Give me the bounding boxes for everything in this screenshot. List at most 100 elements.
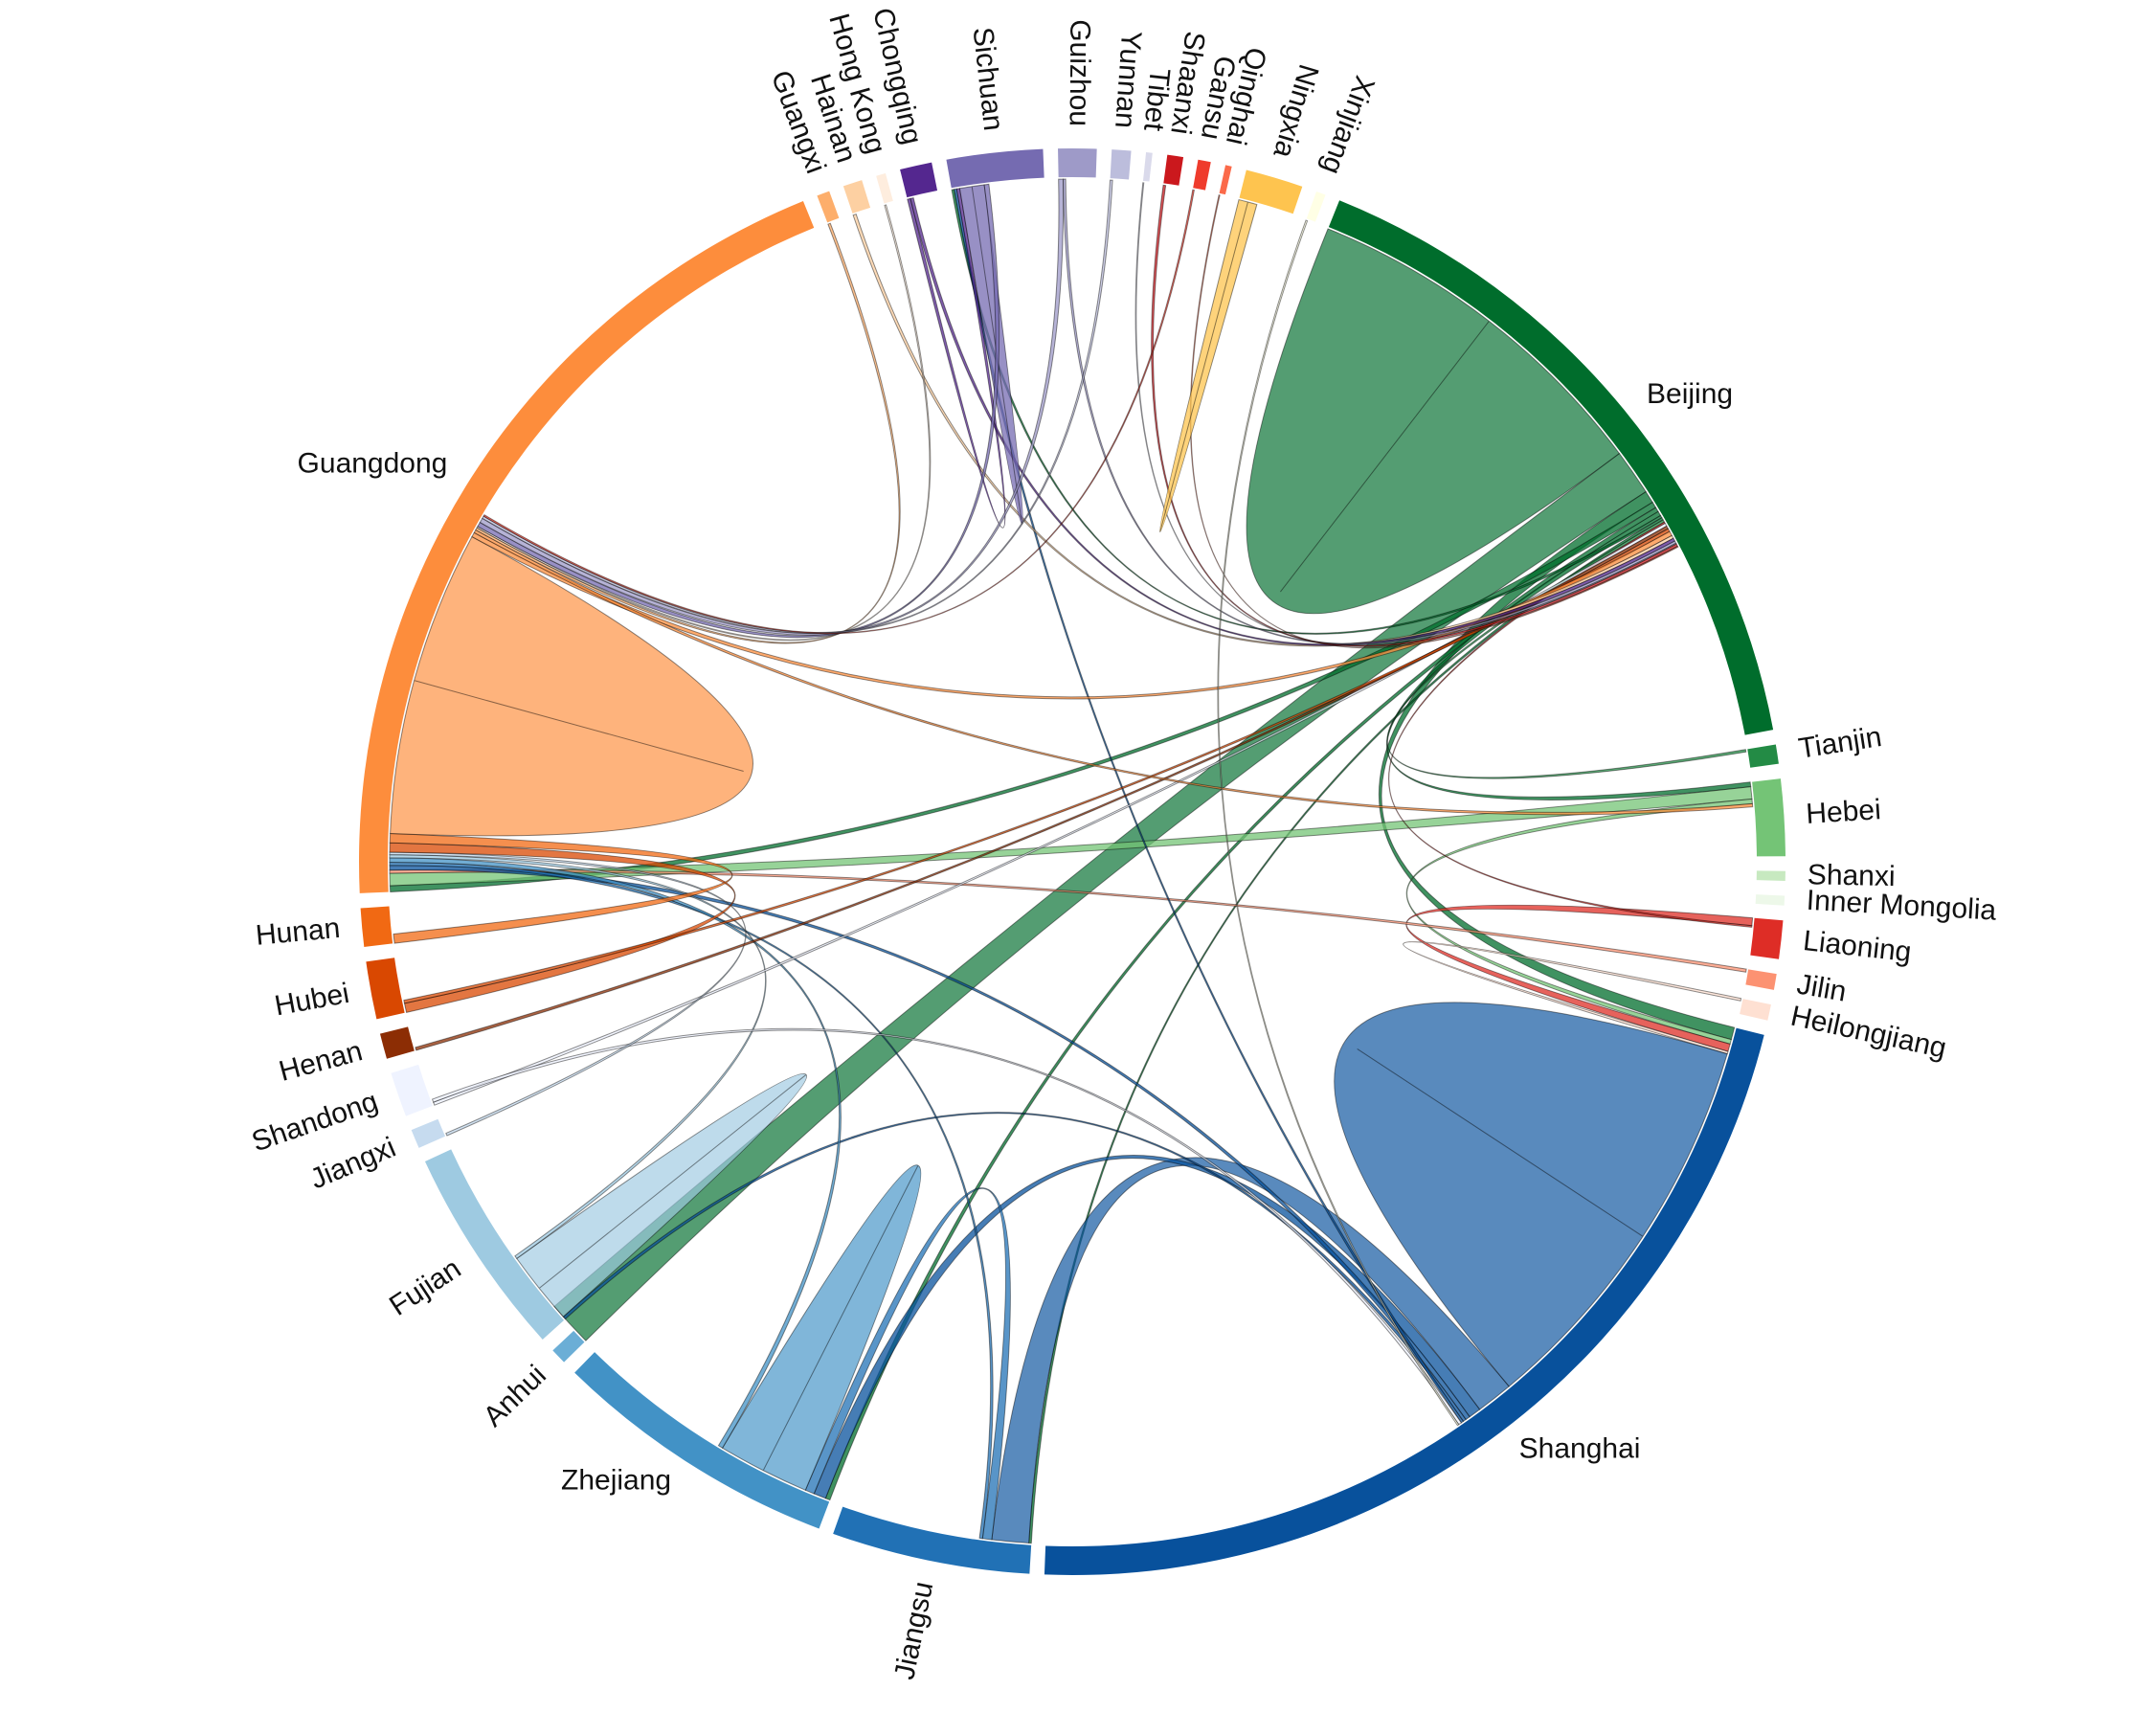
ribbon-liaoning-shanghai — [1405, 904, 1754, 1052]
arc-chongqing — [900, 162, 938, 198]
ribbon-zhejiang-guangdong — [389, 857, 842, 1449]
ribbon-hebei-shanghai — [1405, 798, 1753, 1045]
ribbon-chongqing-beijing — [910, 196, 1676, 646]
label-liaoning: Liaoning — [1802, 925, 1913, 968]
ribbon-guizhou-beijing — [1063, 178, 1677, 645]
arc-shanghai — [1044, 1027, 1764, 1575]
ribbon-hong-kong-guangdong — [476, 204, 932, 642]
arc-tibet — [1142, 151, 1153, 182]
ribbon-jiangsu-guangdong — [389, 862, 994, 1540]
ribbon-hebei-guangdong — [389, 786, 1753, 887]
ribbon-hunan-guangdong — [389, 833, 733, 944]
label-inner-mongolia: Inner Mongolia — [1806, 885, 1997, 927]
label-jiangxi: Jiangxi — [305, 1132, 400, 1196]
label-shanghai: Shanghai — [1519, 1432, 1641, 1464]
ribbon-layer — [389, 178, 1754, 1544]
ribbon-sichuan-sichuan — [958, 184, 1023, 525]
ribbon-shanghai-fujian — [562, 1112, 1467, 1423]
arc-xinjiang — [1306, 192, 1326, 222]
ribbon-guangxi-guangdong — [475, 222, 901, 644]
ribbon-yunnan-guangdong — [482, 179, 1113, 634]
arc-shanxi — [1756, 870, 1785, 881]
arc-hainan — [842, 180, 871, 214]
ribbon-shanghai-guangdong — [389, 865, 1471, 1421]
arc-henan — [379, 1026, 415, 1059]
label-yunnan: Yunnan — [1109, 30, 1147, 129]
ribbon-beijing-jiangsu — [1028, 516, 1664, 1544]
ribbon-jiangxi-guangdong — [389, 851, 747, 1137]
arc-heilongjiang — [1740, 999, 1771, 1021]
arc-yunnan — [1110, 149, 1132, 180]
label-anhui: Anhui — [478, 1359, 552, 1432]
label-guizhou: Guizhou — [1064, 19, 1096, 126]
ribbon-shanghai-zhejiang — [813, 1155, 1481, 1499]
label-zhejiang: Zhejiang — [561, 1464, 671, 1496]
arc-tianjin — [1747, 744, 1779, 768]
ribbon-guangdong-hebei — [473, 529, 1754, 816]
ribbon-shanghai-sichuan — [954, 188, 1465, 1424]
label-hunan: Hunan — [255, 913, 342, 952]
ribbon-zhejiang-zhejiang — [721, 1164, 922, 1491]
arc-hong-kong — [876, 172, 893, 204]
label-guangdong: Guangdong — [298, 448, 448, 480]
ribbon-shanghai-jiangsu — [991, 1157, 1510, 1544]
label-heilongjiang: Heilongjiang — [1788, 1001, 1949, 1065]
ribbon-henan-beijing — [415, 525, 1670, 1051]
label-sichuan: Sichuan — [967, 26, 1010, 132]
label-hubei: Hubei — [272, 978, 351, 1023]
ribbon-shandong-beijing — [433, 522, 1668, 1106]
arc-shandong — [391, 1064, 433, 1116]
arc-jiangsu — [833, 1506, 1032, 1574]
arc-gansu — [1193, 159, 1211, 191]
arc-sichuan — [946, 148, 1044, 189]
ribbon-xinjiang-shanghai — [1217, 219, 1460, 1427]
label-shanxi: Shanxi — [1808, 859, 1896, 892]
ribbon-fujian-fujian — [516, 1072, 807, 1318]
ribbon-tianjin-beijing — [1386, 519, 1747, 779]
ribbon-chongqing-sichuan — [907, 188, 1006, 529]
arc-hebei — [1752, 778, 1785, 857]
arc-hunan — [360, 906, 393, 947]
arc-hubei — [366, 958, 405, 1020]
ribbon-fujian-guangdong — [389, 854, 767, 1260]
ribbon-ningxia-ningxia — [1159, 198, 1258, 532]
arc-ningxia — [1239, 169, 1303, 214]
label-henan: Henan — [276, 1035, 366, 1088]
arc-shaanxi — [1163, 154, 1184, 186]
arc-inner-mongolia — [1755, 894, 1785, 906]
arc-zhejiang — [574, 1352, 830, 1529]
arc-fujian — [424, 1149, 565, 1340]
arc-guangxi — [817, 191, 840, 223]
ribbon-beijing-zhejiang — [824, 507, 1659, 1501]
arc-anhui — [552, 1330, 585, 1363]
ribbon-guangdong-guangdong — [390, 535, 753, 837]
ribbon-beijing-sichuan — [951, 189, 1663, 635]
arc-guangdong — [359, 201, 815, 893]
label-tibet: Tibet — [1137, 67, 1176, 133]
arc-guizhou — [1058, 148, 1097, 178]
label-fujian: Fujian — [384, 1252, 466, 1322]
ribbon-heilongjiang-shanghai — [1403, 940, 1742, 1055]
ribbon-hainan-beijing — [852, 214, 1674, 647]
label-beijing: Beijing — [1647, 378, 1733, 410]
arc-jiangxi — [411, 1118, 446, 1148]
ribbon-hubei-beijing — [403, 528, 1671, 1004]
ribbon-gansu-guangdong — [483, 189, 1195, 635]
label-jiangsu: Jiangsu — [888, 1579, 939, 1682]
ribbon-sichuan-guangdong — [477, 183, 1000, 639]
label-hebei: Hebei — [1805, 794, 1881, 830]
label-ningxia: Ningxia — [1267, 60, 1324, 162]
ribbon-shanghai-shanghai — [1334, 1002, 1728, 1387]
ribbon-shandong-shanghai — [431, 1027, 1463, 1426]
ribbon-shaanxi-beijing — [1151, 184, 1678, 647]
ribbon-jiangsu-zhejiang — [804, 1187, 1011, 1541]
arc-qinghai — [1219, 165, 1232, 195]
arc-layer — [359, 148, 1785, 1575]
arc-liaoning — [1750, 917, 1784, 959]
ribbon-tibet-beijing — [1134, 182, 1677, 646]
label-tianjin: Tianjin — [1796, 721, 1883, 765]
ribbon-beijing-guangdong — [389, 501, 1657, 893]
ribbon-guizhou-guangdong — [479, 178, 1065, 636]
ribbon-liaoning-beijing — [1388, 521, 1753, 928]
